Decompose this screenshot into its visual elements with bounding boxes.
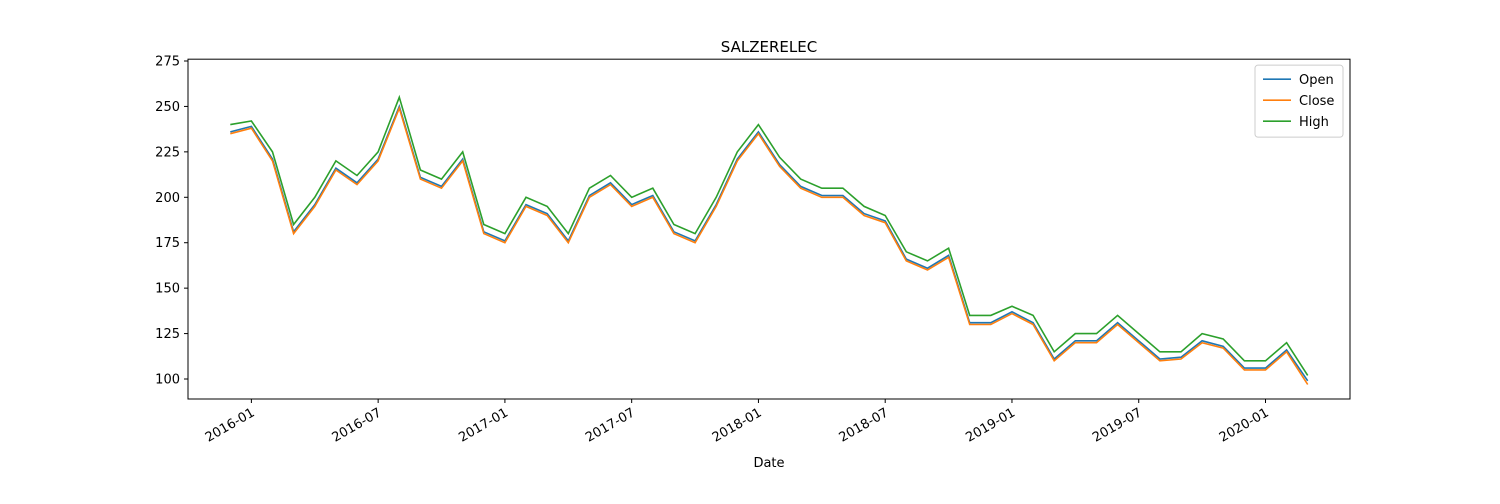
legend: Open Close High xyxy=(1254,64,1344,138)
x-tick-label: 2018-01 xyxy=(710,405,765,445)
line-series xyxy=(230,105,1309,385)
x-tick-label: 2016-01 xyxy=(203,405,258,445)
x-tick-label: 2016-07 xyxy=(330,405,385,445)
x-tick-label: 2019-07 xyxy=(1090,405,1145,445)
line-series xyxy=(230,94,1309,376)
x-tick-label: 2017-07 xyxy=(583,405,638,445)
y-tick-label: 150 xyxy=(155,282,180,297)
y-tick-label: 275 xyxy=(155,55,180,70)
legend-label: Close xyxy=(1299,94,1334,109)
x-tick-label: 2019-01 xyxy=(963,405,1018,445)
legend-label: Open xyxy=(1299,73,1334,88)
y-tick-label: 250 xyxy=(155,100,180,115)
legend-label: High xyxy=(1299,115,1329,130)
y-tick-label: 175 xyxy=(155,236,180,251)
x-tick-label: 2020-01 xyxy=(1217,405,1272,445)
y-tick-label: 200 xyxy=(155,191,180,206)
y-tick-label: 100 xyxy=(155,373,180,388)
chart-title: SALZERELEC xyxy=(721,38,817,56)
plot-frame xyxy=(187,58,1351,400)
y-tick-label: 225 xyxy=(155,145,180,160)
y-tick-label: 125 xyxy=(155,327,180,342)
x-axis-label: Date xyxy=(753,456,784,471)
legend-box xyxy=(1254,64,1344,138)
x-tick-label: 2018-07 xyxy=(837,405,892,445)
x-tick-label: 2017-01 xyxy=(456,405,511,445)
